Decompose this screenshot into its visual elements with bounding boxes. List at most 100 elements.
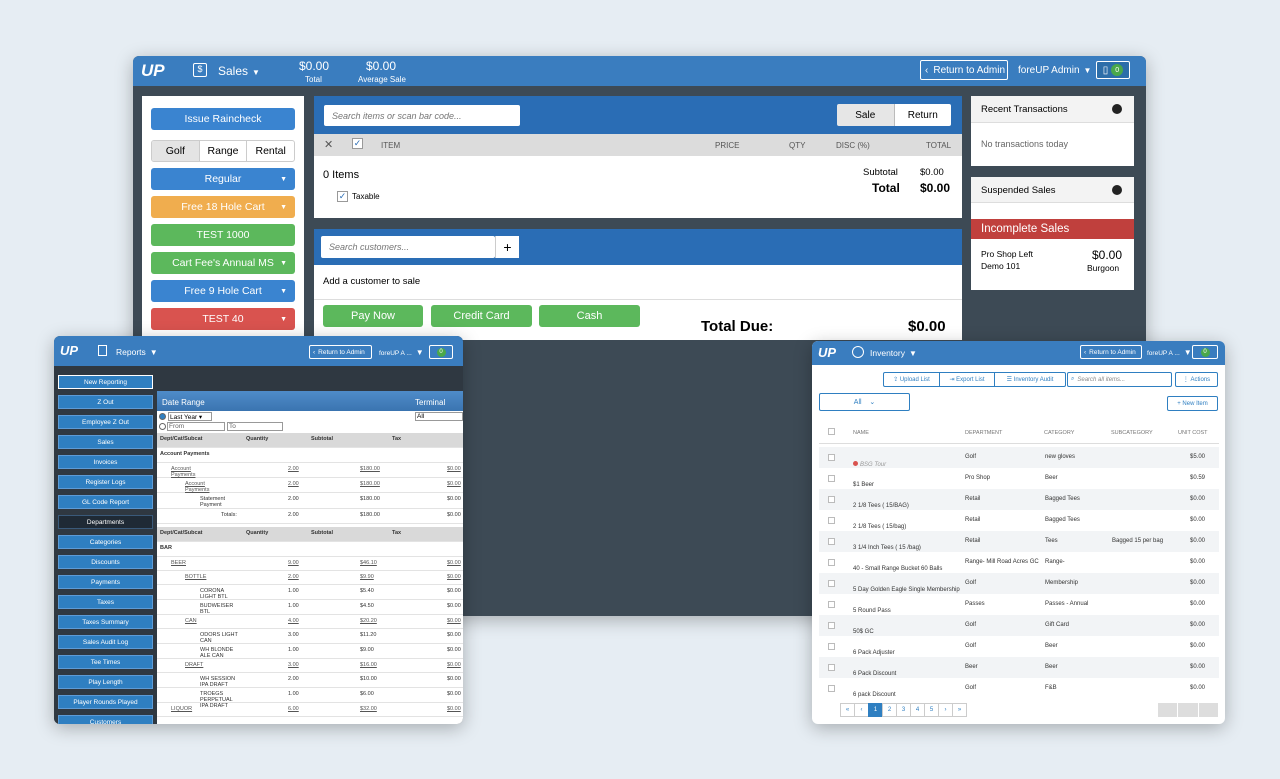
report-nav-item[interactable]: Departments — [58, 515, 153, 529]
delete-icon[interactable] — [1158, 703, 1178, 717]
return-to-admin-button[interactable]: ‹ Return to Admin — [920, 60, 1008, 80]
last-page-icon[interactable]: » — [952, 703, 967, 717]
item-search-input[interactable] — [324, 105, 520, 126]
row-checkbox[interactable] — [828, 580, 835, 587]
report-row[interactable]: Account Payments 2.00 $180.00 $0.00 — [157, 478, 463, 493]
tab-range[interactable]: Range — [200, 141, 248, 161]
inventory-audit-button[interactable]: ☰ Inventory Audit — [1006, 376, 1054, 384]
report-nav-item[interactable]: Play Length — [58, 675, 153, 689]
terminal-button[interactable]: 0 — [429, 345, 453, 359]
quick-button[interactable]: TEST 1000 — [151, 224, 295, 246]
inventory-row[interactable]: 40 - Small Range Bucket 60 Balls Range- M… — [819, 552, 1219, 573]
caret-down-icon[interactable]: ▼ — [280, 315, 287, 323]
inventory-row[interactable]: 6 pack Discount Golf F&B $0.00 — [819, 678, 1219, 699]
module-menu[interactable]: Sales ▼ — [218, 64, 260, 78]
user-menu[interactable]: foreUP Admin ▼ — [1018, 65, 1092, 76]
row-checkbox[interactable] — [828, 622, 835, 629]
taxable-checkbox[interactable]: ✓ — [337, 191, 348, 202]
select-all-checkbox[interactable]: ✓ — [352, 138, 363, 149]
report-row[interactable]: DRAFT 3.00 $16.00 $0.00 — [157, 659, 463, 673]
row-checkbox[interactable] — [828, 664, 835, 671]
caret-down-icon[interactable]: ▼ — [280, 175, 287, 183]
report-row[interactable]: Account Payments 2.00 $180.00 $0.00 — [157, 463, 463, 478]
page-button[interactable]: 4 — [910, 703, 925, 717]
inventory-row[interactable]: 2 1/8 Tees ( 15/BAG) Retail Bagged Tees $0.… — [819, 489, 1219, 510]
page-button[interactable]: 2 — [882, 703, 897, 717]
report-nav-item[interactable]: Categories — [58, 535, 153, 549]
report-row[interactable]: LIQUOR 6.00 $32.00 $0.00 — [157, 703, 463, 717]
terminal-button[interactable]: 0 — [1192, 345, 1218, 359]
upload-list-button[interactable]: ⇪ Upload List — [884, 373, 940, 386]
customer-search-input[interactable] — [321, 236, 495, 258]
inventory-search[interactable]: ⌕ Search all items... — [1067, 372, 1172, 387]
terminal-select[interactable]: All — [415, 412, 463, 421]
row-checkbox[interactable] — [828, 538, 835, 545]
page-button[interactable]: 5 — [924, 703, 939, 717]
inventory-row[interactable]: 6 Pack Discount Beer Beer $0.00 — [819, 657, 1219, 678]
inventory-row[interactable]: $1 Beer Pro Shop Beer $0.59 — [819, 468, 1219, 489]
suspended-sale-item[interactable]: Pro Shop Left Demo 101 $0.00 Burgoon — [971, 243, 1134, 287]
report-nav-item[interactable]: Customers — [58, 715, 153, 724]
row-checkbox[interactable] — [828, 454, 835, 461]
export-list-button[interactable]: ⇥ Export List — [940, 373, 995, 386]
row-checkbox[interactable] — [828, 601, 835, 608]
edit-icon[interactable] — [1178, 703, 1198, 717]
clear-cart-icon[interactable]: ✕ — [324, 139, 334, 151]
user-menu[interactable]: foreUP A ... ▼ — [1147, 348, 1192, 357]
inventory-row[interactable]: BSG Tour Golf new gloves $5.00 — [819, 447, 1219, 468]
page-button[interactable]: 1 — [868, 703, 883, 717]
credit-card-button[interactable]: Credit Card — [431, 305, 532, 327]
report-nav-item[interactable]: Register Logs — [58, 475, 153, 489]
report-nav-item[interactable]: Taxes — [58, 595, 153, 609]
quick-button[interactable]: TEST 40 ▼ — [151, 308, 295, 330]
report-nav-item[interactable]: Tee Times — [58, 655, 153, 669]
next-page-icon[interactable]: › — [938, 703, 953, 717]
report-nav-item[interactable]: Discounts — [58, 555, 153, 569]
return-button[interactable]: Return — [894, 104, 951, 126]
terminal-button[interactable]: ▯ 0 — [1096, 61, 1130, 79]
print-icon[interactable] — [1198, 703, 1218, 717]
inventory-row[interactable]: 6 Pack Adjuster Golf Beer $0.00 — [819, 636, 1219, 657]
from-input[interactable]: From — [167, 422, 225, 431]
sale-button[interactable]: Sale — [837, 104, 895, 126]
report-nav-item[interactable]: Taxes Summary — [58, 615, 153, 629]
report-nav-item[interactable]: Sales Audit Log — [58, 635, 153, 649]
report-nav-item[interactable]: GL Code Report — [58, 495, 153, 509]
collapse-icon[interactable] — [1112, 185, 1122, 195]
collapse-icon[interactable] — [1112, 104, 1122, 114]
tab-rental[interactable]: Rental — [255, 145, 286, 157]
from-radio[interactable] — [159, 423, 166, 430]
caret-down-icon[interactable]: ▼ — [280, 287, 287, 295]
page-button[interactable]: 3 — [896, 703, 911, 717]
report-nav-item[interactable]: Player Rounds Played — [58, 695, 153, 709]
inventory-row[interactable]: 3 1/4 Inch Tees ( 15 /bag) Retail Tees Bagg… — [819, 531, 1219, 552]
row-checkbox[interactable] — [828, 496, 835, 503]
return-to-admin-button[interactable]: ‹ Return to Admin — [309, 345, 372, 359]
caret-down-icon[interactable]: ▼ — [280, 203, 287, 211]
row-checkbox[interactable] — [828, 559, 835, 566]
caret-down-icon[interactable]: ▼ — [280, 259, 287, 267]
report-row[interactable]: CAN 4.00 $20.20 $0.00 — [157, 615, 463, 629]
new-item-button[interactable]: + New Item — [1167, 396, 1218, 411]
quick-button[interactable]: Free 18 Hole Cart ▼ — [151, 196, 295, 218]
select-all-checkbox[interactable] — [828, 428, 835, 435]
module-menu[interactable]: Reports ▼ — [116, 347, 158, 357]
report-row[interactable]: BEER 9.00 $46.10 $0.00 — [157, 557, 463, 571]
row-checkbox[interactable] — [828, 643, 835, 650]
actions-button[interactable]: ⋮ Actions — [1175, 372, 1218, 387]
row-checkbox[interactable] — [828, 685, 835, 692]
user-menu[interactable]: foreUP A ... ▼ — [379, 348, 424, 357]
cash-button[interactable]: Cash — [539, 305, 640, 327]
report-nav-item[interactable]: Invoices — [58, 455, 153, 469]
inventory-row[interactable]: 50$ GC Golf Gift Card $0.00 — [819, 615, 1219, 636]
first-page-icon[interactable]: « — [840, 703, 855, 717]
last-year-select[interactable]: Last Year ▾ — [168, 412, 212, 421]
report-nav-item[interactable]: Z Out — [58, 395, 153, 409]
filter-select[interactable]: All ⌄ — [819, 393, 910, 411]
report-nav-item[interactable]: Employee Z Out — [58, 415, 153, 429]
quick-button[interactable]: Cart Fee's Annual MS ▼ — [151, 252, 295, 274]
row-checkbox[interactable] — [828, 517, 835, 524]
quick-button[interactable]: Regular ▼ — [151, 168, 295, 190]
to-input[interactable]: To — [227, 422, 283, 431]
row-checkbox[interactable] — [828, 475, 835, 482]
